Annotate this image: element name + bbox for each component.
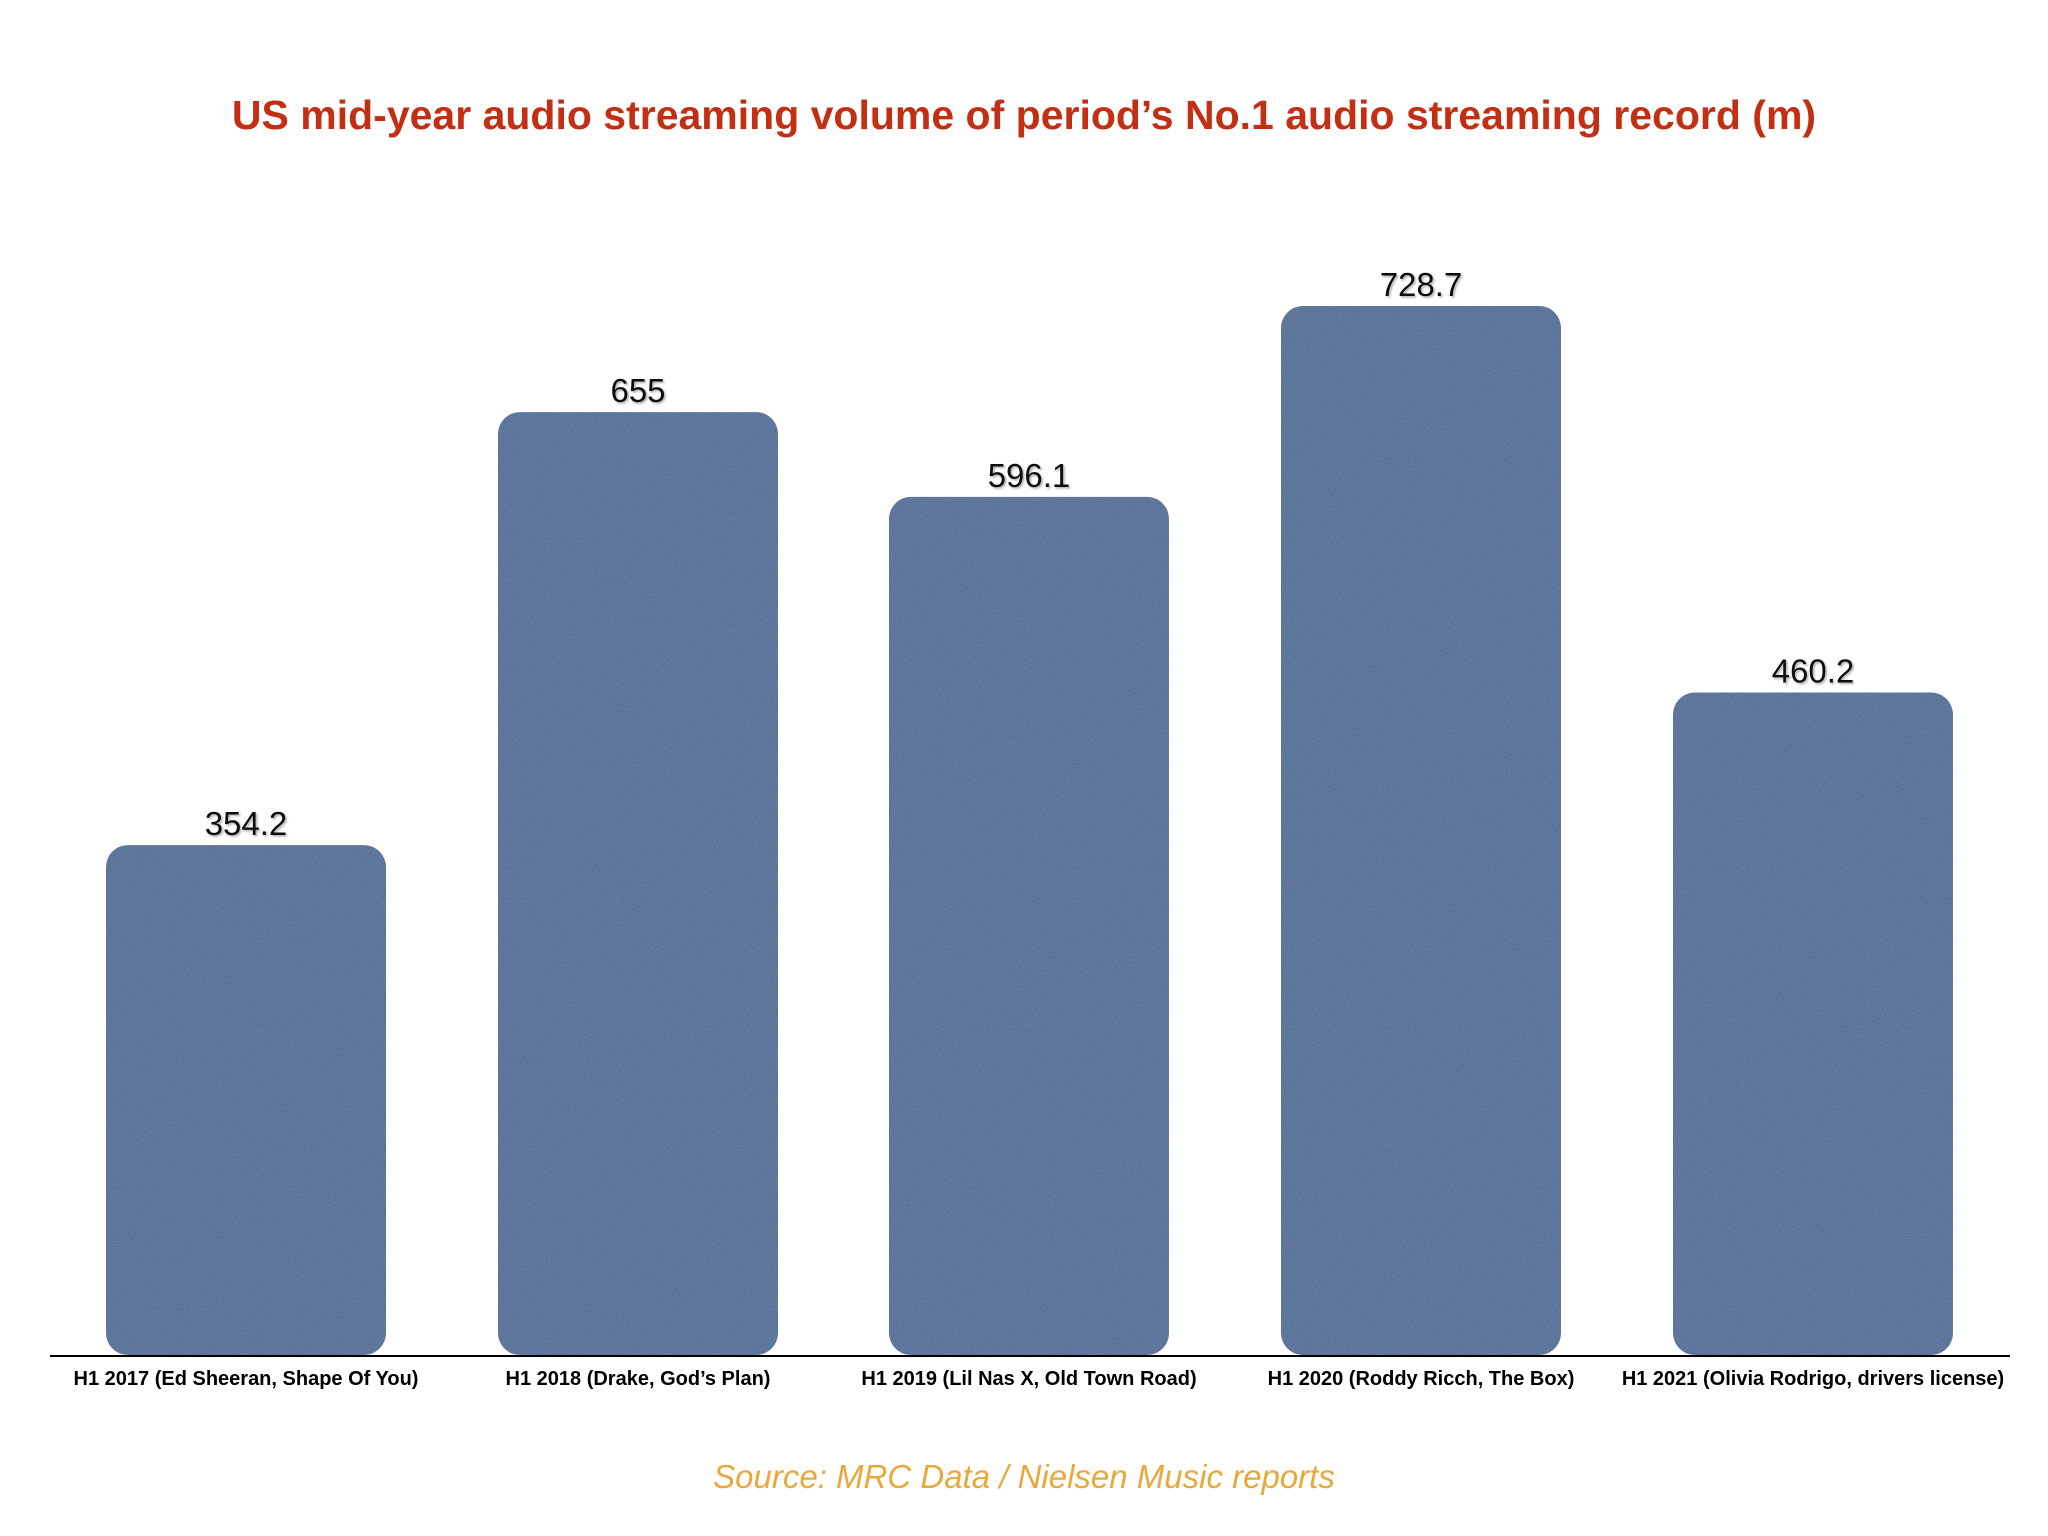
bars-layer [106,306,1953,1356]
bar-4 [1281,306,1561,1355]
category-label-1: H1 2017 (Ed Sheeran, Shape Of You) [74,1368,419,1390]
bar-2 [498,412,778,1355]
labels-layer: 354.2 H1 2017 (Ed Sheeran, Shape Of You) 6… [74,266,2005,1390]
category-label-3: H1 2019 (Lil Nas X, Old Town Road) [861,1368,1196,1390]
value-label-2: 655 [610,372,665,409]
value-label-5: 460.2 [1772,653,1855,690]
value-label-3: 596.1 [988,457,1071,494]
category-label-5: H1 2021 (Olivia Rodrigo, drivers license… [1622,1368,2004,1390]
value-label-4: 728.7 [1380,266,1463,303]
bar-3 [889,496,1169,1356]
source-note: Source: MRC Data / Nielsen Music reports [713,1458,1335,1495]
category-label-4: H1 2020 (Roddy Ricch, The Box) [1268,1368,1575,1390]
value-label-1: 354.2 [205,805,288,842]
bar-5 [1673,692,1953,1355]
category-label-2: H1 2018 (Drake, God’s Plan) [506,1368,771,1390]
bar-1 [106,845,386,1355]
chart-title: US mid-year audio streaming volume of pe… [231,92,1817,138]
